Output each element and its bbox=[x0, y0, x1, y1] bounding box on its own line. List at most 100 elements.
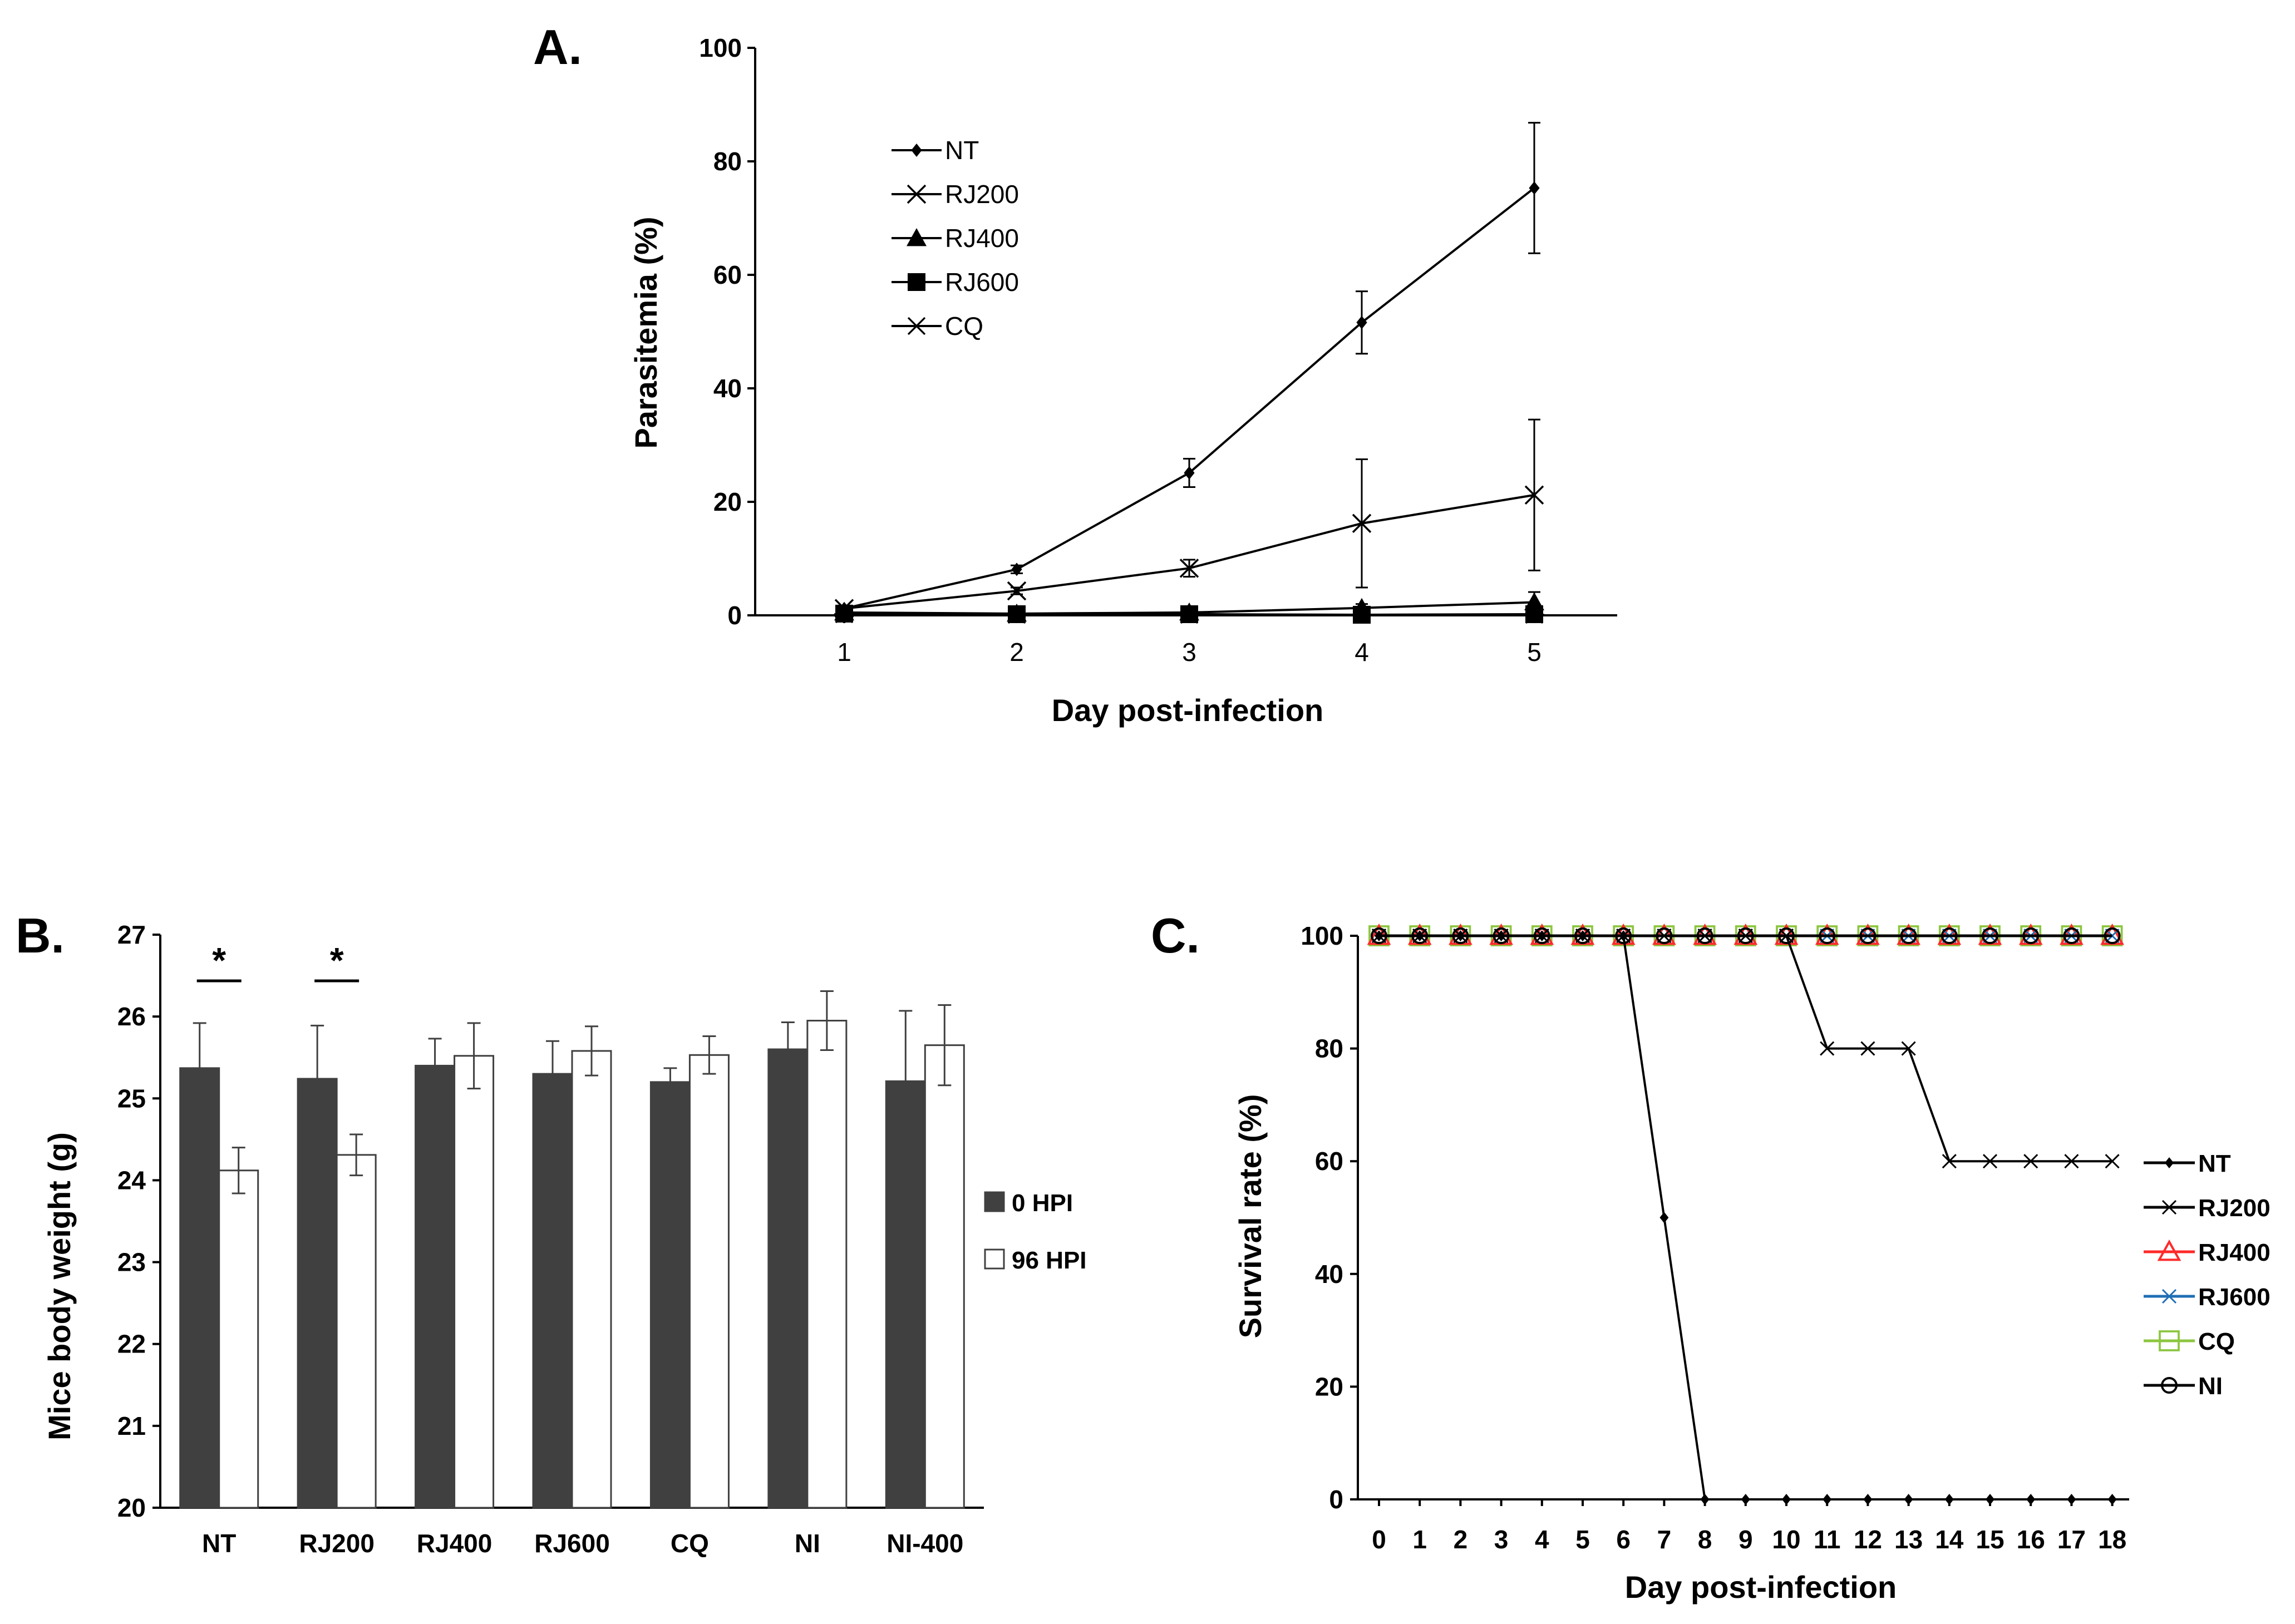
panel-a-point-nt-shape bbox=[1529, 181, 1540, 195]
panel-b-bar-rj200-0hpi bbox=[297, 1024, 338, 1509]
panel-c-point-rj200-shape bbox=[1820, 1041, 1835, 1056]
panel-b-x-tick-label: CQ bbox=[671, 1529, 709, 1558]
panel-c-point-nt-shape bbox=[1823, 1494, 1832, 1505]
panel-c-legend-label-cq: CQ bbox=[2198, 1328, 2235, 1355]
panel-c-x-tick-label: 17 bbox=[2057, 1525, 2086, 1554]
panel-a-point-nt bbox=[1529, 181, 1540, 195]
panel-c-point-rj200-shape bbox=[2023, 1154, 2038, 1169]
panel-a-y-tick-label: 80 bbox=[713, 147, 742, 176]
panel-a-point-nt bbox=[1011, 562, 1022, 576]
panel-c-point-nt bbox=[1944, 1494, 1954, 1505]
panel-c-point-nt-shape bbox=[1741, 1494, 1750, 1505]
panel-c-point-ni bbox=[1859, 927, 1877, 944]
panel-b-bar-cq-96hpi bbox=[688, 1035, 730, 1509]
panel-a-legend-label-nt: NT bbox=[945, 136, 979, 165]
panel-c-point-rj200 bbox=[1657, 928, 1672, 944]
panel-b-legend-swatch-0 bbox=[984, 1191, 1005, 1212]
panel-c-x-tick-label: 15 bbox=[1976, 1525, 2004, 1554]
panel-c-point-nt bbox=[1375, 930, 1383, 941]
panel-c-point-nt-shape bbox=[1986, 1494, 1994, 1505]
panel-c-point-rj200-shape bbox=[1738, 928, 1753, 944]
panel-c-x-tick-label: 18 bbox=[2098, 1525, 2126, 1554]
panel-b-errorbar bbox=[585, 1025, 598, 1077]
panel-c-legend-marker-nt bbox=[2165, 1157, 2174, 1168]
panel-c-point-rj200 bbox=[2023, 1154, 2038, 1169]
panel-b-bar-rect bbox=[179, 1067, 220, 1509]
panel-c-x-tick-label: 11 bbox=[1814, 1525, 1841, 1554]
panel-c-x-tick-label: 2 bbox=[1454, 1525, 1468, 1554]
panel-c-legend-marker-rj200-shape bbox=[2161, 1200, 2177, 1215]
panel-c-legend-marker-nt-shape bbox=[2165, 1157, 2174, 1168]
panel-c-x-tick-label: 14 bbox=[1935, 1525, 1964, 1554]
panel-c-point-rj200-shape bbox=[1860, 1041, 1875, 1056]
panel-c-legend-marker-rj600-shape bbox=[2161, 1289, 2177, 1304]
panel-c-point-nt-shape bbox=[1782, 1494, 1791, 1505]
panel-b-bar-rect bbox=[649, 1081, 691, 1509]
panel-c-point-ni-shape bbox=[2063, 927, 2080, 944]
panel-a-point-cq bbox=[1007, 605, 1027, 624]
panel-b-errorbar bbox=[938, 1004, 952, 1087]
panel-c-legend-label-ni: NI bbox=[2198, 1373, 2223, 1400]
panel-c-point-nt bbox=[1741, 1494, 1750, 1505]
panel-c-line-nt bbox=[1379, 935, 2112, 1500]
panel-c-legend-marker-ni-shape bbox=[2161, 1377, 2178, 1394]
panel-c-point-nt bbox=[1904, 1494, 1913, 1505]
panel-a-parasitemia-chart: A. 0 20 40 60 80 100 1 2 3 4 5 NT RJ200 RJ400 RJ600 C… bbox=[533, 19, 1617, 728]
panel-c-legend-marker-rj400-shape bbox=[2157, 1239, 2181, 1261]
panel-c-x-tick-label: 16 bbox=[2017, 1525, 2045, 1554]
panel-c-legend-marker-rj600 bbox=[2161, 1289, 2177, 1304]
panel-c-legend-marker-rj400 bbox=[2157, 1239, 2181, 1261]
panel-c-x-tick-label: 4 bbox=[1535, 1525, 1549, 1554]
panel-c-point-nt bbox=[1863, 1494, 1873, 1505]
panel-b-y-tick-label: 20 bbox=[117, 1493, 146, 1522]
panel-a-point-nt-shape bbox=[1184, 466, 1195, 480]
panel-a-point-cq-shape bbox=[1007, 605, 1027, 624]
panel-a-point-rj200 bbox=[1007, 581, 1027, 601]
panel-c-point-nt bbox=[1578, 930, 1587, 941]
panel-b-errorbar bbox=[899, 1010, 913, 1153]
panel-c-point-nt-shape bbox=[1496, 930, 1506, 941]
panel-a-label: A. bbox=[533, 19, 582, 75]
panel-c-axes bbox=[1357, 936, 2129, 1500]
panel-c-point-nt bbox=[1986, 1494, 1994, 1505]
panel-c-legend-label-rj400: RJ400 bbox=[2198, 1239, 2271, 1266]
panel-c-point-nt bbox=[1619, 930, 1628, 941]
panel-b-label: B. bbox=[16, 908, 65, 963]
panel-b-bar-cq-0hpi bbox=[649, 1067, 691, 1509]
panel-c-point-ni-shape bbox=[1819, 927, 1836, 944]
panel-c-point-nt-shape bbox=[1863, 1494, 1873, 1505]
panel-b-errorbar bbox=[428, 1038, 442, 1094]
panel-c-point-nt bbox=[1456, 930, 1465, 941]
panel-c-point-rj200 bbox=[1942, 1154, 1957, 1169]
panel-c-point-rj200 bbox=[2064, 1154, 2079, 1169]
panel-c-point-rj200-shape bbox=[2064, 1154, 2079, 1169]
panel-c-x-tick-label: 7 bbox=[1657, 1525, 1672, 1554]
panel-c-point-nt-shape bbox=[1578, 930, 1587, 941]
panel-c-x-tick-label: 9 bbox=[1739, 1525, 1753, 1554]
panel-c-point-nt-shape bbox=[1619, 930, 1628, 941]
panel-a-point-rj200-shape bbox=[1007, 581, 1027, 601]
panel-c-point-ni-shape bbox=[1900, 927, 1917, 944]
panel-a-series-nt bbox=[838, 122, 1540, 615]
panel-b-y-ticks: 20 21 22 23 24 25 26 27 bbox=[117, 920, 160, 1522]
panel-b-x-tick-label: RJ600 bbox=[534, 1529, 610, 1558]
panel-b-bar-rect bbox=[688, 1054, 730, 1509]
panel-c-x-tick-label: 1 bbox=[1412, 1525, 1427, 1554]
panel-b-bar-rect bbox=[336, 1154, 377, 1509]
panel-c-legend-marker-ni bbox=[2161, 1377, 2178, 1394]
panel-a-point-cq-shape bbox=[1524, 605, 1544, 624]
panel-c-point-nt bbox=[1700, 1494, 1710, 1505]
panel-b-bar-ni-96hpi bbox=[806, 990, 848, 1509]
panel-c-point-nt-shape bbox=[1456, 930, 1465, 941]
panel-b-bar-rect bbox=[454, 1055, 495, 1509]
panel-a-series-cq bbox=[834, 605, 1544, 624]
panel-c-x-tick-label: 13 bbox=[1894, 1525, 1923, 1554]
panel-c-point-nt bbox=[2107, 1494, 2117, 1505]
panel-c-point-ni bbox=[1941, 927, 1958, 944]
panel-b-bar-rj600-96hpi bbox=[571, 1025, 612, 1509]
panel-c-y-tick-label: 40 bbox=[1315, 1260, 1343, 1289]
panel-b-bar-nt-96hpi bbox=[218, 1147, 259, 1509]
panel-b-errorbar bbox=[232, 1147, 245, 1194]
panel-c-point-nt-shape bbox=[2067, 1494, 2076, 1505]
